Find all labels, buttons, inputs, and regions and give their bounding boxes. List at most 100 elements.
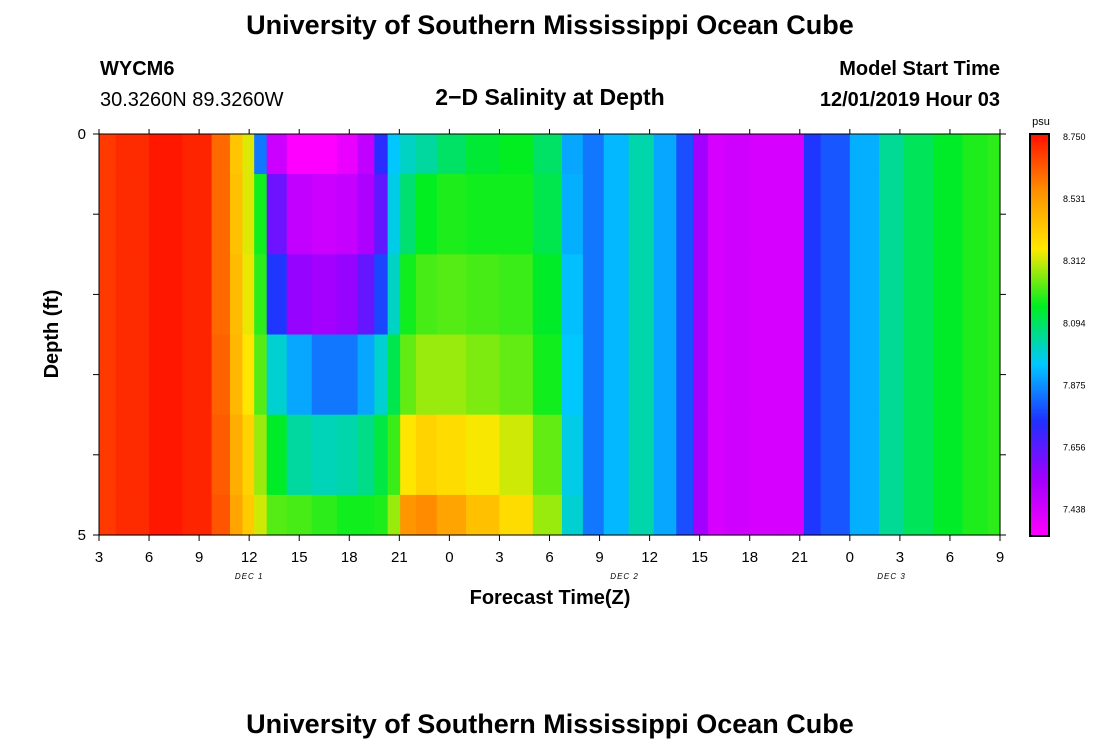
heatmap-cell [676,414,694,496]
heatmap-cell [987,334,1001,416]
x-tick-label: 3 [495,549,503,566]
y-tick-label: 0 [78,126,86,143]
heatmap-cell [708,414,726,496]
heatmap-cell [357,134,375,175]
heatmap-cell [254,134,268,175]
y-tick-label: 5 [78,527,86,544]
x-tick-label: 18 [341,549,358,566]
heatmap-cell [115,494,150,536]
heatmap-cell [99,494,117,536]
heatmap-cell [387,334,401,416]
colorbar-label: 7.875 [1063,380,1086,390]
heatmap-cell [336,494,359,536]
heatmap-cell [532,134,563,175]
heatmap-cell [849,414,880,496]
heatmap-cell [933,174,964,255]
heatmap-cell [499,174,534,255]
heatmap-cell [182,174,213,255]
heatmap-cell [499,134,534,175]
heatmap-cell [749,414,784,496]
heatmap-cell [962,334,989,416]
heatmap-cell [211,334,231,416]
heatmap-cell [311,134,338,175]
heatmap-cell [357,174,375,255]
heatmap-cell [336,254,359,336]
heatmap-cell [182,254,213,336]
heatmap-cell [933,494,964,536]
heatmap-cell [400,494,417,536]
heatmap-cell [400,254,417,336]
heatmap-cell [562,134,584,175]
heatmap-cell [400,334,417,416]
heatmap-cell [336,174,359,255]
heatmap-cell [242,134,255,175]
heatmap-cell [603,174,630,255]
day-labels: DEC 1 DEC 2 DEC 3 [235,572,905,581]
heatmap-cell [466,134,501,175]
heatmap-cell [266,414,288,496]
heatmap-cell [692,254,709,336]
colorbar-label: 8.094 [1063,318,1086,328]
heatmap-cell [708,174,726,255]
heatmap-cell [374,494,389,536]
heatmap-cell [499,254,534,336]
heatmap-cell [436,334,467,416]
heatmap-cell [933,414,964,496]
x-tick-label: 9 [195,549,203,566]
heatmap-cell [336,334,359,416]
heatmap-cell [311,334,338,416]
heatmap-cell [562,254,584,336]
heatmap-cell [849,494,880,536]
heatmap-cell [242,494,255,536]
heatmap-cell [628,494,655,536]
heatmap-cell [749,494,784,536]
heatmap-cell [266,174,288,255]
heatmap-cell [904,254,934,336]
heatmap-cell [115,334,150,416]
heatmap-cell [879,494,905,536]
heatmap-cell [374,334,389,416]
heatmap-cell [357,334,375,416]
x-tick-label: 15 [291,549,308,566]
heatmap-cell [749,174,784,255]
heatmap-cell [254,254,268,336]
heatmap-cell [628,334,655,416]
heatmap-cell [182,134,213,175]
y-axis-label: Depth (ft) [41,290,63,379]
start-time-value: 12/01/2019 Hour 03 [820,89,1000,111]
heatmap-cell [115,254,150,336]
heatmap-cell [582,254,605,336]
heatmap-cell [499,494,534,536]
heatmap-cell [628,414,655,496]
heatmap-cell [357,254,375,336]
heatmap-cell [532,414,563,496]
heatmap-cell [254,494,268,536]
heatmap-cell [149,134,184,175]
heatmap-cell [466,174,501,255]
heatmap-cell [400,174,417,255]
heatmap-cell [266,334,288,416]
heatmap-cell [562,414,584,496]
heatmap-cell [400,414,417,496]
heatmap-cell [99,134,117,175]
heatmap-cell [749,254,784,336]
heatmap-cell [149,494,184,536]
heatmap-cell [387,494,401,536]
heatmap-cell [962,134,989,175]
heatmap-cell [724,174,751,255]
heatmap-cell [286,414,313,496]
heatmap-cell [286,334,313,416]
heatmap-cell [582,414,605,496]
heatmap-cell [904,134,934,175]
heatmap-cell [532,174,563,255]
heatmap-cell [803,174,822,255]
heatmap-cell [783,254,805,336]
heatmap-cell [803,494,822,536]
heatmap-cell [466,494,501,536]
heatmap-cell [499,414,534,496]
heatmap-cell [783,334,805,416]
heatmap-cell [311,494,338,536]
heatmap-cell [820,174,851,255]
x-tick-label: 21 [391,549,408,566]
